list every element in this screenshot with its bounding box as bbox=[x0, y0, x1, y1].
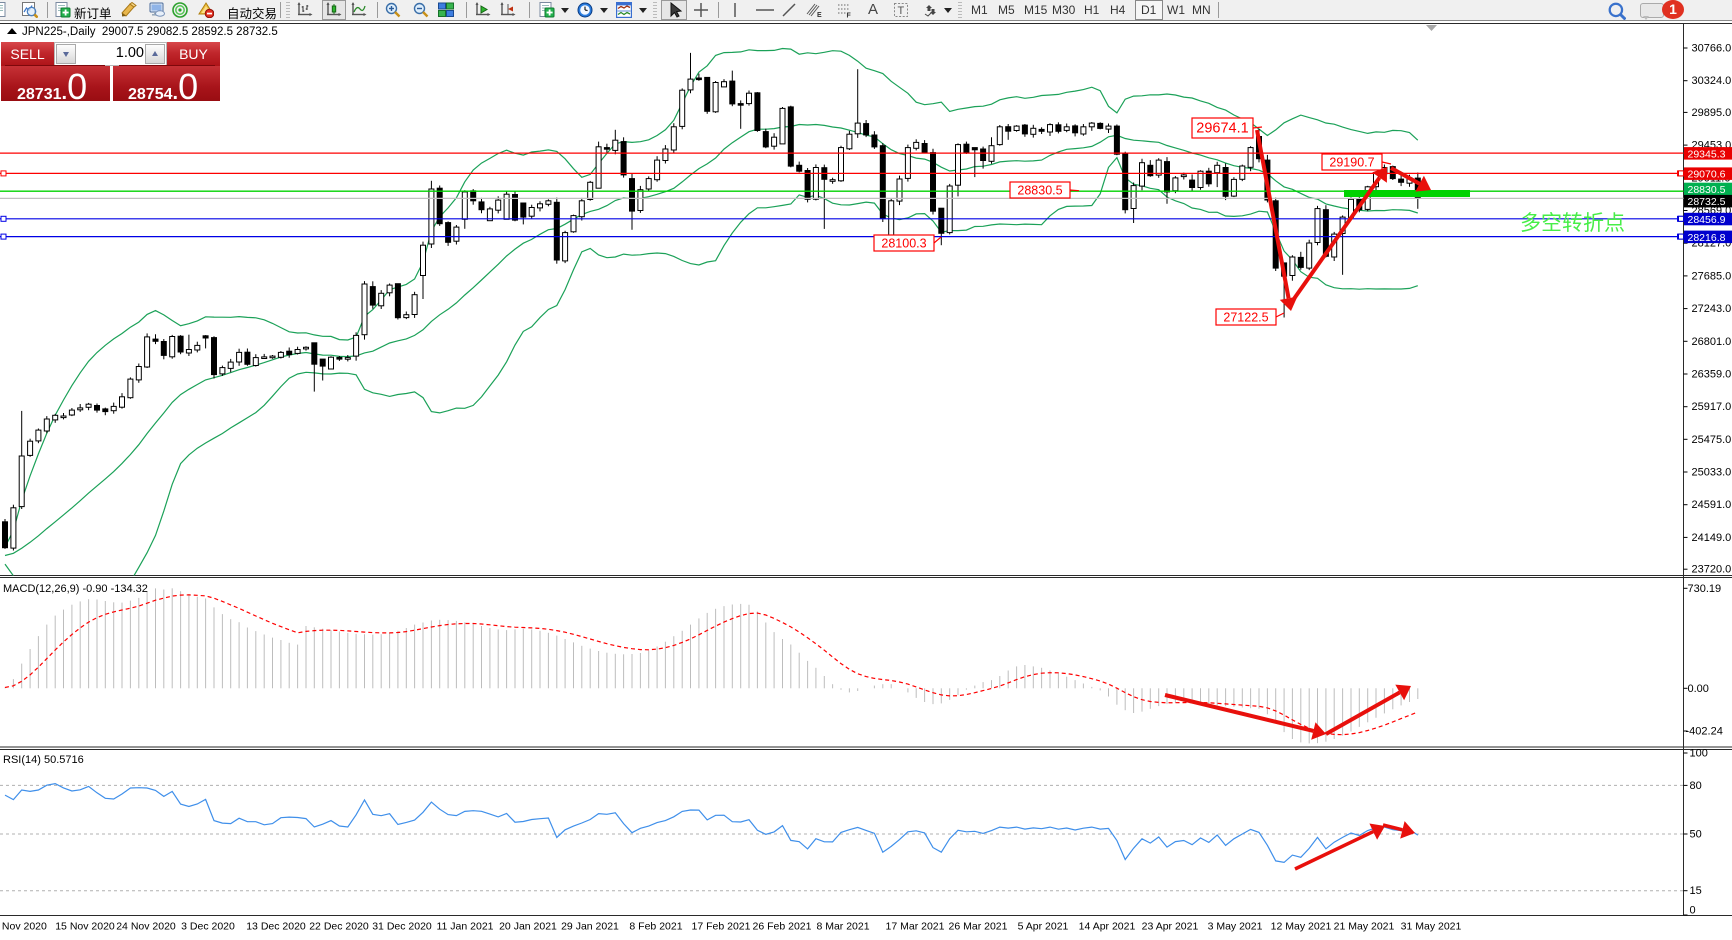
svg-text:RSI(14) 50.5716: RSI(14) 50.5716 bbox=[3, 754, 84, 766]
svg-text:28100.3: 28100.3 bbox=[881, 236, 926, 250]
svg-text:24 Nov 2020: 24 Nov 2020 bbox=[116, 921, 176, 933]
svg-text:8 Feb 2021: 8 Feb 2021 bbox=[629, 921, 682, 933]
svg-text:MACD(12,26,9) -0.90 -134.32: MACD(12,26,9) -0.90 -134.32 bbox=[3, 583, 148, 595]
svg-text:F: F bbox=[847, 13, 852, 19]
svg-text:31 May 2021: 31 May 2021 bbox=[1401, 921, 1462, 933]
svg-text:15 Nov 2020: 15 Nov 2020 bbox=[55, 921, 115, 933]
svg-text:14 Apr 2021: 14 Apr 2021 bbox=[1079, 921, 1136, 933]
svg-text:27243.0: 27243.0 bbox=[1692, 303, 1732, 315]
svg-text:多空转折点: 多空转折点 bbox=[1520, 212, 1625, 235]
svg-text:28456.9: 28456.9 bbox=[1688, 214, 1726, 226]
svg-text:100: 100 bbox=[1690, 748, 1708, 760]
svg-text:28830.5: 28830.5 bbox=[1688, 184, 1726, 196]
svg-text:27685.0: 27685.0 bbox=[1692, 270, 1732, 282]
svg-text:25917.0: 25917.0 bbox=[1692, 401, 1732, 413]
svg-text:26 Feb 2021: 26 Feb 2021 bbox=[753, 921, 812, 933]
svg-text:27122.5: 27122.5 bbox=[1223, 310, 1268, 324]
svg-text:15: 15 bbox=[1690, 885, 1702, 897]
svg-text:28830.5: 28830.5 bbox=[1017, 183, 1062, 197]
svg-text:23720.0: 23720.0 bbox=[1692, 564, 1732, 576]
svg-text:80: 80 bbox=[1690, 780, 1702, 792]
svg-text:26801.0: 26801.0 bbox=[1692, 336, 1732, 348]
svg-text:29895.0: 29895.0 bbox=[1692, 107, 1732, 119]
svg-text:26 Mar 2021: 26 Mar 2021 bbox=[949, 921, 1008, 933]
svg-text:5 Apr 2021: 5 Apr 2021 bbox=[1018, 921, 1069, 933]
svg-text:13 Dec 2020: 13 Dec 2020 bbox=[246, 921, 306, 933]
svg-text:22 Dec 2020: 22 Dec 2020 bbox=[309, 921, 369, 933]
svg-text:25033.0: 25033.0 bbox=[1692, 467, 1732, 479]
svg-text:T: T bbox=[898, 5, 905, 17]
svg-text:24149.0: 24149.0 bbox=[1692, 532, 1732, 544]
svg-text:21 May 2021: 21 May 2021 bbox=[1334, 921, 1395, 933]
svg-text:50: 50 bbox=[1690, 829, 1702, 841]
svg-text:29345.3: 29345.3 bbox=[1688, 148, 1726, 160]
svg-text:29 Jan 2021: 29 Jan 2021 bbox=[561, 921, 619, 933]
svg-text:11 Jan 2021: 11 Jan 2021 bbox=[436, 921, 493, 933]
svg-text:29190.7: 29190.7 bbox=[1329, 155, 1374, 169]
svg-text:0: 0 bbox=[1690, 905, 1696, 917]
svg-text:12 May 2021: 12 May 2021 bbox=[1271, 921, 1332, 933]
svg-text:730.19: 730.19 bbox=[1688, 583, 1722, 595]
svg-text:3 Dec 2020: 3 Dec 2020 bbox=[181, 921, 235, 933]
svg-text:30324.0: 30324.0 bbox=[1692, 75, 1732, 87]
svg-text:E: E bbox=[817, 12, 822, 18]
svg-text:17 Feb 2021: 17 Feb 2021 bbox=[692, 921, 751, 933]
svg-text:25475.0: 25475.0 bbox=[1692, 434, 1732, 446]
svg-text:31 Dec 2020: 31 Dec 2020 bbox=[372, 921, 432, 933]
svg-text:8 Mar 2021: 8 Mar 2021 bbox=[816, 921, 869, 933]
svg-text:26359.0: 26359.0 bbox=[1692, 369, 1732, 381]
svg-text:24591.0: 24591.0 bbox=[1692, 499, 1732, 511]
svg-text:20 Jan 2021: 20 Jan 2021 bbox=[499, 921, 557, 933]
svg-text:17 Mar 2021: 17 Mar 2021 bbox=[886, 921, 945, 933]
svg-text:23 Apr 2021: 23 Apr 2021 bbox=[1142, 921, 1199, 933]
svg-text:29674.1: 29674.1 bbox=[1196, 120, 1248, 136]
svg-text:3 May 2021: 3 May 2021 bbox=[1208, 921, 1263, 933]
svg-text:5 Nov 2020: 5 Nov 2020 bbox=[0, 921, 47, 933]
svg-text:29070.6: 29070.6 bbox=[1688, 169, 1726, 181]
svg-text:28216.8: 28216.8 bbox=[1688, 232, 1726, 244]
svg-text:-402.24: -402.24 bbox=[1686, 726, 1723, 738]
svg-text:30766.0: 30766.0 bbox=[1692, 43, 1732, 55]
svg-text:28732.5: 28732.5 bbox=[1688, 196, 1726, 208]
svg-text:0.00: 0.00 bbox=[1688, 683, 1709, 695]
